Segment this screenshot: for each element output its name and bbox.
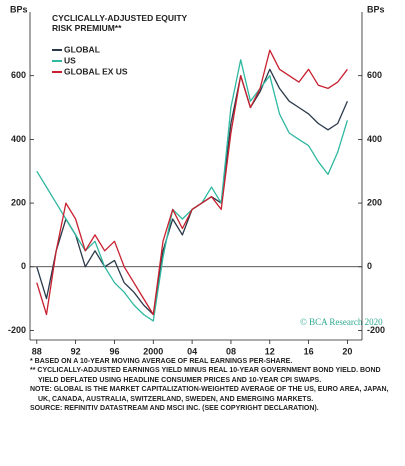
x-tick-label: 08 — [226, 346, 236, 355]
y-tick-label: 400 — [11, 134, 26, 144]
x-tick-label: 04 — [187, 346, 197, 355]
note: * BASED ON A 10-YEAR MOVING AVERAGE OF R… — [30, 358, 293, 365]
x-tick-label: 88 — [32, 346, 42, 355]
x-tick-label: 96 — [109, 346, 119, 355]
x-tick-label: 92 — [71, 346, 81, 355]
watermark: © BCA Research 2020 — [300, 317, 383, 327]
x-tick-label: 16 — [304, 346, 314, 355]
y2-tick-label: 600 — [367, 70, 382, 80]
y2-tick-label: 400 — [367, 134, 382, 144]
y2-tick-label: 200 — [367, 197, 382, 207]
legend-label: US — [64, 55, 76, 65]
y-tick-label: 0 — [21, 261, 26, 271]
chart: BPs BPs © BCA Research 2020 -20002004006… — [8, 4, 385, 355]
x-tick-label: 20 — [342, 346, 352, 355]
y-axis-label: BPs — [10, 4, 28, 14]
y2-axis-label: BPs — [367, 4, 385, 14]
chart-title: CYCLICALLY-ADJUSTED EQUITY RISK PREMIUM*… — [52, 13, 188, 33]
y2-tick-label: 0 — [367, 261, 372, 271]
series-line — [36, 59, 349, 322]
series-line — [36, 68, 348, 316]
x-tick-label: 12 — [265, 346, 275, 355]
series-line — [36, 49, 348, 316]
y-tick-label: 600 — [11, 70, 26, 80]
y-tick-label: 200 — [11, 197, 26, 207]
y2-tick-label: -200 — [367, 325, 385, 335]
legend-label: GLOBAL — [64, 44, 100, 54]
legend-label: GLOBAL EX US — [64, 66, 128, 76]
note: SOURCE: REFINITIV DATASTREAM AND MSCI IN… — [30, 405, 319, 413]
note: NOTE: GLOBAL IS THE MARKET CAPITALIZATIO… — [30, 386, 389, 403]
y-tick-label: -200 — [8, 325, 26, 335]
note: ** CYCLICALLY-ADJUSTED EARNINGS YIELD MI… — [30, 367, 381, 384]
notes: * BASED ON A 10-YEAR MOVING AVERAGE OF R… — [30, 357, 402, 413]
x-tick-label: 2000 — [143, 346, 163, 355]
